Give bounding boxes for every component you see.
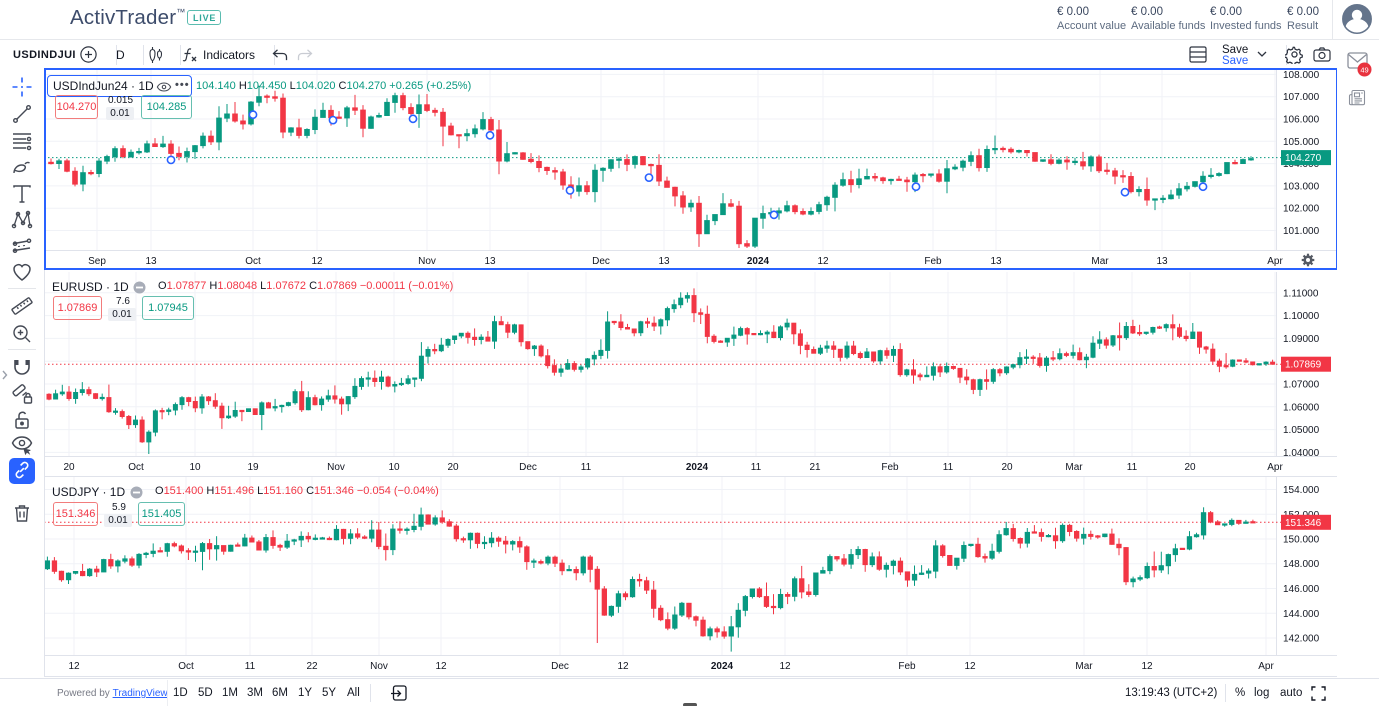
svg-text:151.346: 151.346 <box>1285 518 1322 529</box>
svg-text:2024: 2024 <box>711 661 734 672</box>
svg-text:Mar: Mar <box>1065 462 1083 473</box>
svg-text:13: 13 <box>658 256 670 267</box>
svg-text:108.000: 108.000 <box>1283 70 1320 81</box>
svg-text:Mar: Mar <box>1091 256 1109 267</box>
svg-text:12: 12 <box>1141 661 1153 672</box>
svg-text:12: 12 <box>817 256 829 267</box>
svg-text:Nov: Nov <box>370 661 388 672</box>
svg-text:1.04000: 1.04000 <box>1283 448 1320 459</box>
svg-text:12: 12 <box>311 256 323 267</box>
svg-text:1.10000: 1.10000 <box>1283 311 1320 322</box>
svg-text:Feb: Feb <box>881 462 899 473</box>
svg-text:49: 49 <box>1360 65 1368 74</box>
svg-text:Oct: Oct <box>178 661 194 672</box>
svg-text:2024: 2024 <box>686 462 709 473</box>
svg-text:12: 12 <box>779 661 791 672</box>
svg-text:146.000: 146.000 <box>1283 584 1320 595</box>
svg-text:12: 12 <box>68 661 80 672</box>
svg-text:106.000: 106.000 <box>1283 115 1320 126</box>
svg-text:13: 13 <box>145 256 157 267</box>
svg-text:150.000: 150.000 <box>1283 535 1320 546</box>
svg-text:1.11000: 1.11000 <box>1283 288 1319 299</box>
svg-text:13: 13 <box>1156 256 1168 267</box>
svg-text:105.000: 105.000 <box>1283 137 1320 148</box>
svg-text:Oct: Oct <box>128 462 144 473</box>
svg-text:1.06000: 1.06000 <box>1283 402 1320 413</box>
svg-text:20: 20 <box>1184 462 1196 473</box>
svg-text:1.09000: 1.09000 <box>1283 334 1320 345</box>
svg-text:12: 12 <box>435 661 447 672</box>
svg-text:148.000: 148.000 <box>1283 559 1320 570</box>
svg-text:11: 11 <box>581 462 592 473</box>
svg-text:Feb: Feb <box>898 661 916 672</box>
svg-text:10: 10 <box>189 462 201 473</box>
svg-text:Apr: Apr <box>1258 661 1274 672</box>
svg-text:Mar: Mar <box>1075 661 1093 672</box>
svg-text:20: 20 <box>1001 462 1013 473</box>
svg-text:Oct: Oct <box>245 256 261 267</box>
svg-text:Sep: Sep <box>88 256 106 267</box>
svg-text:2024: 2024 <box>747 256 770 267</box>
svg-text:13: 13 <box>990 256 1002 267</box>
svg-text:142.000: 142.000 <box>1283 634 1320 645</box>
svg-text:20: 20 <box>63 462 75 473</box>
svg-text:11: 11 <box>1127 462 1138 473</box>
svg-text:11: 11 <box>245 661 256 672</box>
svg-text:Dec: Dec <box>592 256 610 267</box>
svg-text:144.000: 144.000 <box>1283 609 1320 620</box>
svg-text:103.000: 103.000 <box>1283 181 1320 192</box>
svg-text:Apr: Apr <box>1267 256 1283 267</box>
svg-text:107.000: 107.000 <box>1283 92 1320 103</box>
svg-text:11: 11 <box>943 462 954 473</box>
svg-text:Dec: Dec <box>551 661 569 672</box>
svg-text:154.000: 154.000 <box>1283 485 1320 496</box>
svg-text:11: 11 <box>751 462 762 473</box>
svg-text:10: 10 <box>388 462 400 473</box>
svg-text:12: 12 <box>617 661 629 672</box>
svg-text:Nov: Nov <box>418 256 436 267</box>
svg-text:12: 12 <box>964 661 976 672</box>
svg-text:1.05000: 1.05000 <box>1283 425 1320 436</box>
svg-text:104.270: 104.270 <box>1285 153 1322 164</box>
svg-text:19: 19 <box>247 462 259 473</box>
svg-text:1.07869: 1.07869 <box>1285 360 1322 371</box>
svg-text:102.000: 102.000 <box>1283 204 1320 215</box>
svg-text:13: 13 <box>484 256 496 267</box>
svg-text:Nov: Nov <box>327 462 345 473</box>
svg-text:101.000: 101.000 <box>1283 226 1320 237</box>
svg-text:22: 22 <box>306 661 318 672</box>
svg-text:Dec: Dec <box>519 462 537 473</box>
svg-text:1.07000: 1.07000 <box>1283 380 1320 391</box>
svg-text:Apr: Apr <box>1267 462 1283 473</box>
svg-text:21: 21 <box>809 462 821 473</box>
svg-text:20: 20 <box>447 462 459 473</box>
svg-text:Feb: Feb <box>924 256 942 267</box>
